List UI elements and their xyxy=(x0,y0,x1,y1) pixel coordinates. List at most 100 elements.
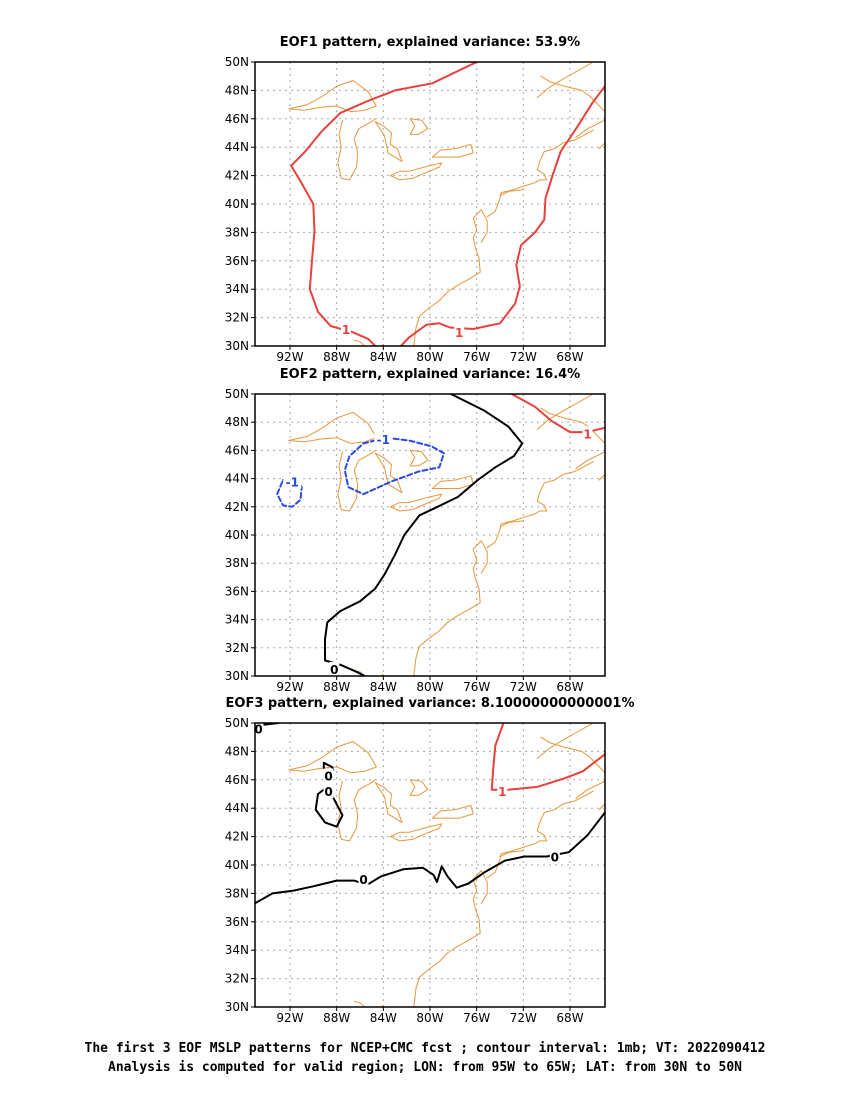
coastline xyxy=(540,407,605,444)
contour-label: 0 xyxy=(359,873,367,887)
y-tick-label: 42N xyxy=(225,169,249,183)
y-tick-label: 44N xyxy=(225,472,249,486)
coastline xyxy=(413,209,488,346)
x-tick-label: 92W xyxy=(276,1011,303,1025)
coastline xyxy=(598,473,605,481)
coastline xyxy=(499,520,524,527)
y-tick-label: 34N xyxy=(225,613,249,627)
y-tick-label: 34N xyxy=(225,282,249,296)
x-tick-label: 92W xyxy=(276,350,303,364)
x-tick-label: 84W xyxy=(370,350,397,364)
coastline xyxy=(409,779,429,796)
contour-line xyxy=(255,811,605,905)
y-tick-label: 36N xyxy=(225,254,249,268)
contour-label-bg xyxy=(255,723,264,736)
contour-line xyxy=(490,723,605,791)
coastline xyxy=(499,189,524,196)
coastline xyxy=(431,804,474,819)
contour-label: 0 xyxy=(254,723,262,737)
coastline xyxy=(389,493,443,512)
coastline xyxy=(486,129,594,218)
panel-title: EOF3 pattern, explained variance: 8.1000… xyxy=(226,696,635,711)
y-tick-label: 38N xyxy=(225,225,249,239)
coastline xyxy=(431,143,474,158)
coastline xyxy=(431,475,474,489)
coastline xyxy=(540,736,605,774)
coastline xyxy=(499,850,524,857)
x-tick-label: 80W xyxy=(416,1011,443,1025)
contour-label: 0 xyxy=(330,663,338,677)
coastline xyxy=(536,62,594,98)
y-tick-label: 38N xyxy=(225,886,249,900)
contour-label: 0 xyxy=(551,850,559,864)
y-tick-label: 40N xyxy=(225,197,249,211)
coastline xyxy=(409,449,429,467)
x-tick-label: 92W xyxy=(276,680,303,694)
contour-line xyxy=(290,62,478,346)
contour-label-bg xyxy=(497,784,508,799)
y-tick-label: 30N xyxy=(225,669,249,683)
x-tick-label: 84W xyxy=(370,1011,397,1025)
coastline xyxy=(575,780,605,799)
x-tick-label: 76W xyxy=(463,1011,490,1025)
y-tick-label: 48N xyxy=(225,415,249,429)
contour-label-bg xyxy=(549,849,560,864)
x-tick-label: 80W xyxy=(416,350,443,364)
coastline xyxy=(575,451,605,470)
y-tick-label: 46N xyxy=(225,443,249,457)
y-tick-label: 36N xyxy=(225,915,249,929)
coastline xyxy=(413,870,488,1007)
contour-label: 0 xyxy=(324,785,332,799)
caption-line-1: The first 3 EOF MSLP patterns for NCEP+C… xyxy=(84,1041,766,1056)
eof-figure: EOF1 pattern, explained variance: 53.9% 1… xyxy=(225,35,635,1025)
y-tick-label: 44N xyxy=(225,140,249,154)
x-tick-label: 68W xyxy=(556,1011,583,1025)
coastline xyxy=(409,118,429,135)
y-tick-label: 46N xyxy=(225,773,249,787)
coastline xyxy=(288,80,377,113)
x-tick-label: 68W xyxy=(556,680,583,694)
contour-label: -1 xyxy=(286,475,299,489)
y-tick-label: 50N xyxy=(225,716,249,730)
coastline xyxy=(575,119,605,138)
contour-line xyxy=(324,394,524,676)
y-tick-label: 42N xyxy=(225,500,249,514)
caption-line-2: Analysis is computed for valid region; L… xyxy=(108,1060,742,1075)
coastline xyxy=(337,779,376,842)
y-tick-label: 46N xyxy=(225,112,249,126)
eof1-panel: EOF1 pattern, explained variance: 53.9% 1… xyxy=(225,35,606,364)
x-tick-label: 72W xyxy=(510,1011,537,1025)
x-tick-label: 76W xyxy=(463,350,490,364)
contour-label-bg xyxy=(283,474,302,489)
y-tick-label: 44N xyxy=(225,801,249,815)
y-tick-label: 32N xyxy=(225,972,249,986)
contour-label-bg xyxy=(323,784,334,799)
y-tick-label: 40N xyxy=(225,858,249,872)
y-tick-label: 32N xyxy=(225,641,249,655)
coastline xyxy=(536,394,594,430)
coastline xyxy=(374,121,403,162)
coastline xyxy=(598,803,605,811)
y-tick-label: 30N xyxy=(225,339,249,353)
panel-title: EOF2 pattern, explained variance: 16.4% xyxy=(280,367,580,382)
x-tick-label: 80W xyxy=(416,680,443,694)
contour-label: 1 xyxy=(498,785,506,799)
contour-line xyxy=(510,394,605,434)
contour-label-bg xyxy=(341,321,351,336)
map-plot: -1 -1 1 0 xyxy=(255,394,605,677)
contour-line xyxy=(314,785,344,828)
y-tick-label: 38N xyxy=(225,556,249,570)
y-tick-label: 34N xyxy=(225,943,249,957)
y-tick-label: 30N xyxy=(225,1000,249,1014)
y-tick-label: 40N xyxy=(225,528,249,542)
contour-line xyxy=(399,85,605,346)
contour-label-bg xyxy=(329,661,340,676)
y-tick-label: 50N xyxy=(225,387,249,401)
x-tick-label: 68W xyxy=(556,350,583,364)
contour-label: 1 xyxy=(455,326,463,340)
coastline xyxy=(486,790,594,879)
y-tick-label: 48N xyxy=(225,744,249,758)
coastline xyxy=(288,741,377,774)
contour-label-bg xyxy=(358,872,369,887)
